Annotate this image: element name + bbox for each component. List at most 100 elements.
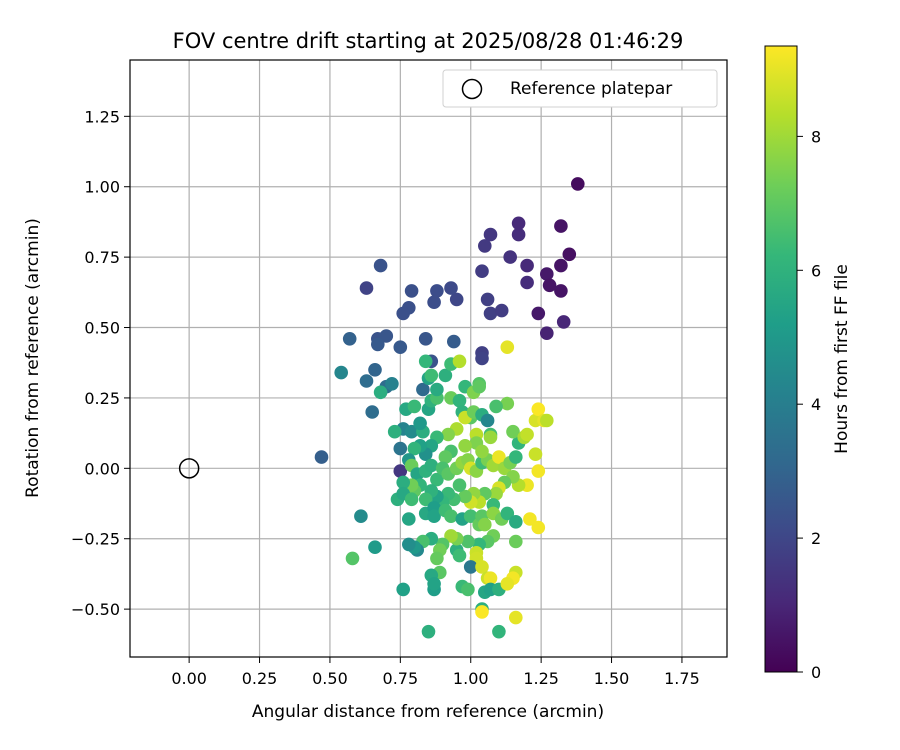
data-point [531, 464, 546, 478]
data-point [452, 548, 467, 563]
plot-frame [129, 59, 728, 658]
x-tick-label: 0.00 [171, 669, 207, 688]
data-point [540, 413, 554, 428]
data-point [444, 529, 458, 543]
data-point [359, 374, 374, 388]
data-point [461, 582, 475, 597]
data-point [520, 275, 534, 290]
data-point [554, 258, 568, 273]
data-point [531, 520, 546, 535]
data-point [511, 216, 526, 231]
x-tick-label: 1.25 [523, 669, 559, 688]
data-point [475, 444, 489, 459]
data-point [314, 450, 329, 464]
data-point [472, 379, 487, 394]
data-point [385, 377, 399, 391]
data-point [492, 624, 506, 639]
data-point [461, 534, 475, 549]
data-point [354, 509, 368, 523]
data-point [494, 303, 509, 318]
data-point [531, 306, 546, 321]
y-tick-label: 0.75 [84, 248, 120, 267]
data-point [334, 365, 349, 380]
data-point [489, 399, 503, 414]
data-point [424, 458, 439, 473]
data-point [413, 416, 427, 431]
data-point [500, 396, 515, 411]
data-point [556, 315, 571, 329]
colorbar-ticks: 0 2 4 6 8 [797, 127, 821, 682]
y-tick-label: −0.50 [71, 600, 120, 619]
data-point [463, 509, 478, 523]
data-point [509, 515, 523, 529]
data-point [441, 427, 456, 442]
data-point [509, 450, 523, 464]
data-point [458, 489, 472, 504]
data-point [492, 450, 506, 464]
colorbar-tick-label: 4 [811, 395, 821, 414]
data-points [314, 177, 585, 639]
colorbar: 0 2 4 6 8 Hours from first FF file [764, 45, 852, 682]
grid-lines [130, 60, 727, 657]
data-point [418, 332, 433, 346]
data-point [520, 427, 534, 442]
data-point [404, 492, 419, 507]
data-point [463, 560, 478, 574]
legend-box [442, 69, 718, 108]
data-point [478, 239, 492, 253]
data-point [562, 247, 577, 262]
data-point [402, 537, 416, 552]
data-point [483, 306, 498, 321]
data-point [475, 605, 489, 619]
y-axis-label: Rotation from reference (arcmin) [23, 218, 43, 498]
data-point [387, 424, 402, 439]
data-point [368, 540, 382, 554]
data-point [407, 441, 422, 456]
data-point [427, 295, 441, 310]
x-tick-label: 1.00 [453, 669, 489, 688]
data-point [359, 281, 374, 295]
data-point [438, 450, 453, 464]
y-tick-label: 0.50 [84, 319, 120, 338]
data-point [509, 610, 523, 625]
data-point [396, 306, 411, 321]
data-point [373, 385, 388, 400]
data-point [452, 478, 467, 493]
data-point [500, 506, 515, 521]
data-point [402, 512, 416, 526]
data-point [430, 284, 444, 298]
data-point [540, 267, 554, 281]
data-point [528, 447, 543, 462]
data-point [416, 382, 430, 397]
colorbar-gradient [764, 45, 798, 673]
data-point [444, 509, 458, 523]
data-point [452, 393, 467, 408]
data-point [571, 177, 585, 191]
data-point [554, 284, 568, 298]
data-point [373, 258, 388, 273]
data-point [531, 402, 546, 417]
data-point [483, 571, 498, 585]
data-point [520, 258, 534, 273]
data-point [427, 509, 441, 523]
data-point [500, 340, 515, 355]
data-point [418, 354, 433, 369]
data-point [430, 382, 444, 397]
y-tick-label: 1.00 [84, 178, 120, 197]
data-point [444, 281, 458, 295]
data-point [489, 486, 503, 501]
data-point [345, 551, 360, 566]
data-point [393, 464, 408, 478]
colorbar-tick-label: 2 [811, 529, 821, 548]
data-point [506, 424, 520, 439]
data-point [483, 430, 498, 445]
chart-title: FOV centre drift starting at 2025/08/28 … [173, 29, 684, 53]
data-point [379, 329, 394, 343]
data-point [475, 264, 489, 279]
legend: Reference platepar [442, 69, 718, 108]
data-point [421, 624, 436, 639]
data-point [483, 227, 498, 242]
colorbar-tick-label: 8 [811, 127, 821, 146]
data-point [554, 219, 568, 233]
